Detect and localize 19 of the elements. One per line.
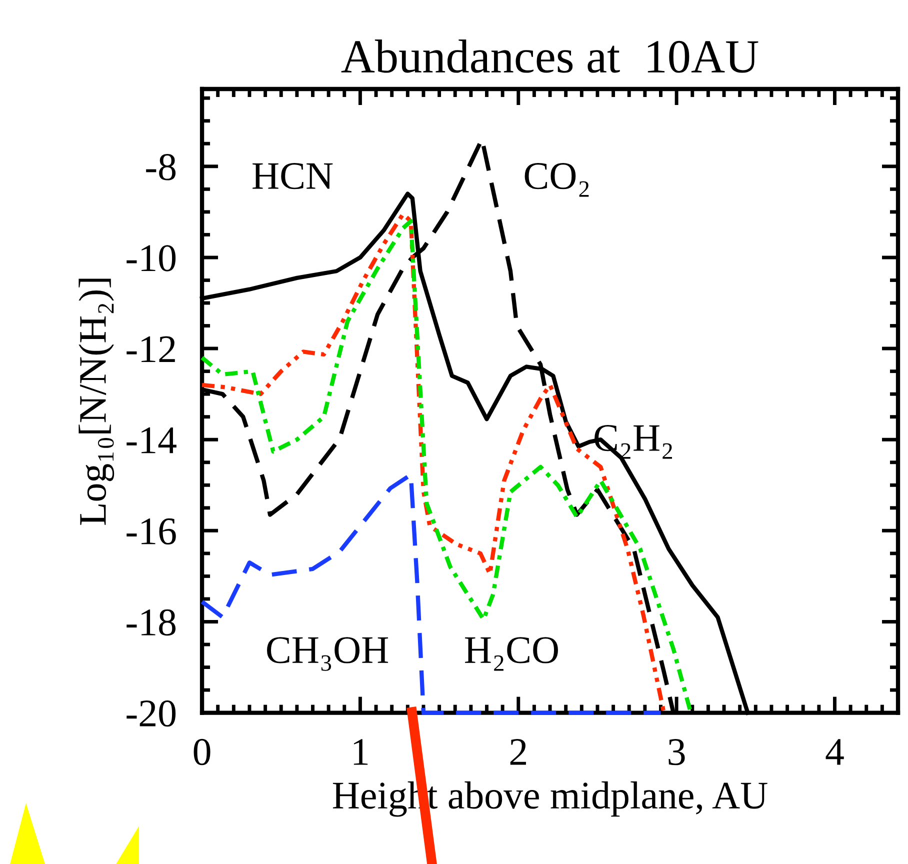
x-tick-label: 4: [826, 739, 844, 765]
line-series: [200, 472, 663, 715]
x-tick-label: 3: [668, 739, 685, 766]
y-axis-title: Log₁₀[N/N(H₂)]: [78, 278, 114, 525]
annotation: H₂CO: [465, 637, 558, 671]
chart-title: Abundances at 10AU: [341, 40, 758, 73]
y-tick-label: -12: [126, 336, 175, 362]
y-tick-label: -14: [126, 427, 176, 454]
y-tick-label: -20: [126, 700, 176, 727]
x-tick-label: 1: [354, 739, 368, 765]
y-tick-label: -18: [126, 609, 176, 636]
annotation: CH₃OH: [267, 637, 388, 671]
x-tick-label: 2: [510, 739, 526, 765]
y-tick-label: -16: [126, 518, 176, 545]
y-tick-label: -10: [126, 245, 176, 272]
annotation: CO₂: [524, 163, 589, 197]
x-tick-label: 0: [194, 738, 210, 766]
annotation: HCN: [252, 163, 333, 190]
y-tick-label: -8: [146, 154, 176, 180]
